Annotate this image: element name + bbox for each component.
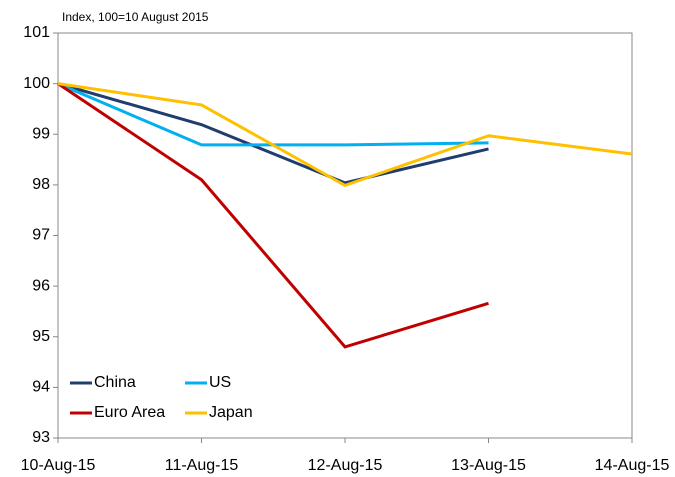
legend-label: US: [209, 374, 231, 391]
x-tick-label: 13-Aug-15: [451, 457, 526, 474]
series-line: [57, 82, 489, 185]
y-tick-label: 99: [32, 125, 50, 142]
y-tick-label: 101: [23, 24, 50, 41]
y-tick-label: 94: [32, 379, 50, 396]
y-tick-label: 100: [23, 75, 50, 92]
x-tick-label: 14-Aug-15: [595, 457, 670, 474]
x-tick-label: 10-Aug-15: [21, 457, 96, 474]
x-tick-label: 11-Aug-15: [165, 457, 239, 474]
legend-label: Japan: [209, 404, 253, 421]
legend-label: Euro Area: [94, 404, 165, 421]
series-line: [57, 82, 489, 349]
chart-subtitle: Index, 100=10 August 2015: [62, 10, 209, 24]
y-tick-label: 96: [32, 277, 50, 294]
series-line: [57, 82, 633, 188]
legend-label: China: [94, 374, 136, 391]
x-tick-label: 12-Aug-15: [308, 457, 383, 474]
y-tick-label: 93: [32, 429, 50, 446]
y-tick-label: 98: [32, 176, 50, 193]
plot-frame: [57, 32, 633, 439]
y-tick-label: 97: [32, 227, 50, 244]
y-tick-label: 95: [32, 328, 50, 345]
